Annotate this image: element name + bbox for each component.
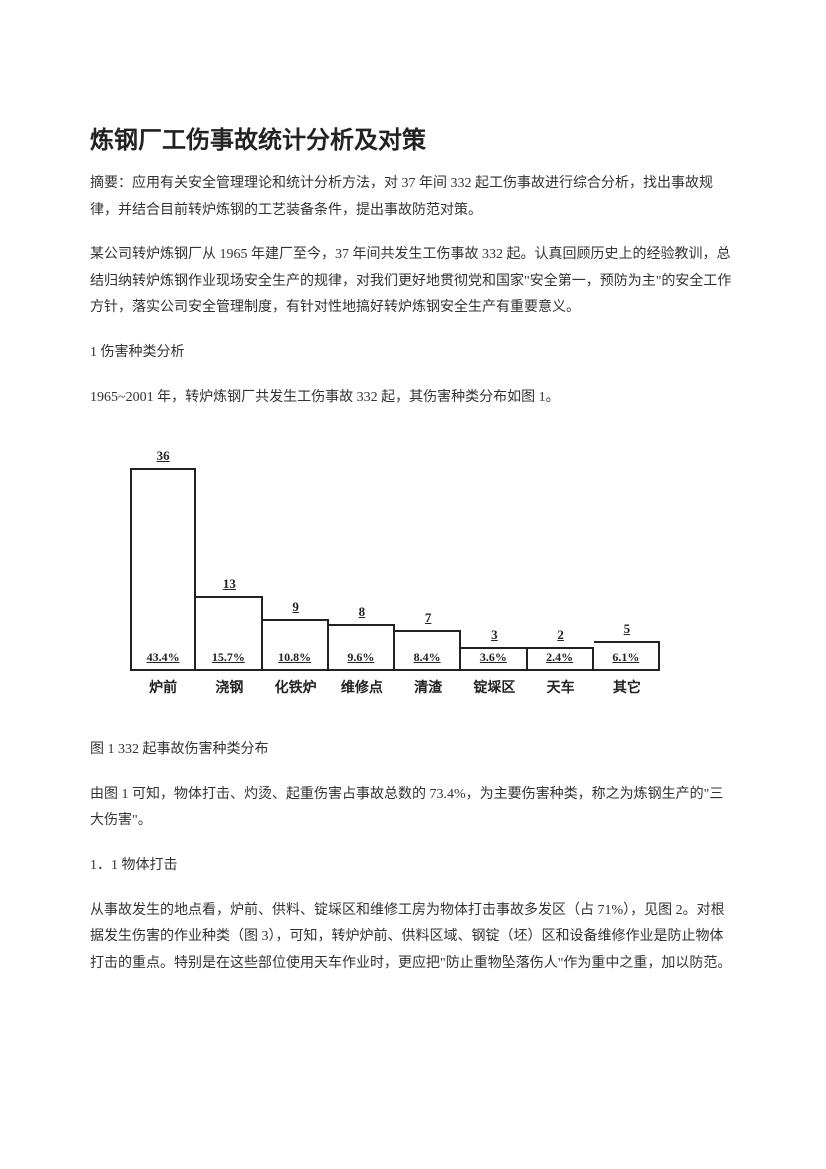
section-1-heading: 1 伤害种类分析 (90, 340, 736, 367)
bar-category-label: 化铁炉 (263, 677, 329, 697)
bar-value-label: 36 (130, 448, 196, 464)
bar-category-label: 天车 (528, 677, 594, 697)
bar-value-label: 5 (594, 621, 660, 637)
page-title: 炼钢厂工伤事故统计分析及对策 (90, 120, 736, 155)
bar-column: 9 10.8% (263, 599, 329, 669)
bar-column: 8 9.6% (329, 604, 395, 669)
bar-rect: 15.7% (196, 596, 262, 669)
bar-rect: 6.1% (594, 641, 660, 669)
bar-rect: 3.6% (461, 647, 527, 669)
bar-value-label: 7 (395, 610, 461, 626)
bar-value-label: 8 (329, 604, 395, 620)
section-1-1-paragraph: 从事故发生的地点看，炉前、供料、锭埰区和维修工房为物体打击事故多发区（占 71%… (90, 898, 736, 978)
bar-category-label: 炉前 (130, 677, 196, 697)
bar-column: 7 8.4% (395, 610, 461, 669)
bar-rect: 8.4% (395, 630, 461, 669)
section-1-1-heading: 1．1 物体打击 (90, 853, 736, 880)
bar-percent-label: 8.4% (414, 650, 441, 669)
bar-value-label: 2 (528, 627, 594, 643)
bar-column: 13 15.7% (196, 576, 262, 669)
bar-rect: 43.4% (130, 468, 196, 670)
figure-1-caption: 图 1 332 起事故伤害种类分布 (90, 737, 736, 764)
bar-percent-label: 15.7% (212, 650, 245, 669)
document-page: 炼钢厂工伤事故统计分析及对策 摘要：应用有关安全管理理论和统计分析方法，对 37… (0, 0, 826, 1055)
figure-1-chart: 36 43.4% 13 15.7% 9 10.8% 8 9.6% 7 8.4% 3 3.6% 2 2.4%… (130, 429, 660, 697)
bar-value-label: 13 (196, 576, 262, 592)
bar-rect: 9.6% (329, 624, 395, 669)
bar-category-label: 清渣 (395, 677, 461, 697)
section-1-paragraph: 1965~2001 年，转炉炼钢厂共发生工伤事故 332 起，其伤害种类分布如图… (90, 385, 736, 412)
bar-percent-label: 2.4% (546, 650, 573, 669)
bar-percent-label: 43.4% (147, 650, 180, 669)
bar-column: 36 43.4% (130, 448, 196, 670)
bar-category-label: 锭埰区 (461, 677, 527, 697)
bar-percent-label: 6.1% (612, 650, 639, 669)
bar-column: 2 2.4% (528, 627, 594, 669)
bar-chart-categories: 炉前浇钢化铁炉维修点清渣锭埰区天车其它 (130, 677, 660, 697)
bar-category-label: 维修点 (329, 677, 395, 697)
after-figure-paragraph: 由图 1 可知，物体打击、灼烫、起重伤害占事故总数的 73.4%，为主要伤害种类… (90, 782, 736, 835)
bar-category-label: 浇钢 (196, 677, 262, 697)
bar-category-label: 其它 (594, 677, 660, 697)
bar-percent-label: 10.8% (278, 650, 311, 669)
bar-value-label: 3 (461, 627, 527, 643)
bar-column: 5 6.1% (594, 621, 660, 669)
bar-percent-label: 3.6% (480, 650, 507, 669)
bar-value-label: 9 (263, 599, 329, 615)
bar-rect: 10.8% (263, 619, 329, 669)
intro-paragraph: 某公司转炉炼钢厂从 1965 年建厂至今，37 年间共发生工伤事故 332 起。… (90, 242, 736, 322)
bar-percent-label: 9.6% (347, 650, 374, 669)
bar-chart-bars: 36 43.4% 13 15.7% 9 10.8% 8 9.6% 7 8.4% 3 3.6% 2 2.4%… (130, 429, 660, 671)
bar-rect: 2.4% (528, 647, 594, 669)
abstract-paragraph: 摘要：应用有关安全管理理论和统计分析方法，对 37 年间 332 起工伤事故进行… (90, 171, 736, 224)
bar-column: 3 3.6% (461, 627, 527, 669)
